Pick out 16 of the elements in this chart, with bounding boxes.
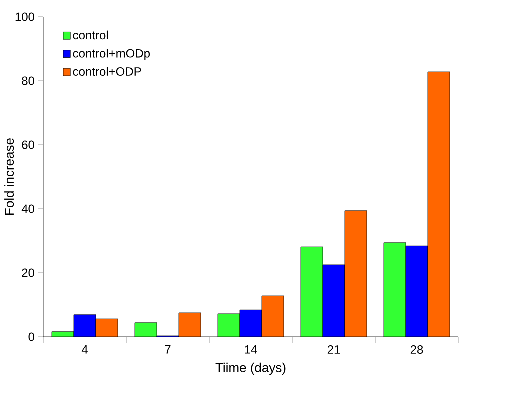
x-tick-label: 14 [245, 346, 258, 354]
y-tick-label: 80 [22, 76, 35, 86]
y-tick-label: 20 [22, 268, 35, 278]
y-tick-label: 60 [22, 140, 35, 150]
x-tick-label: 7 [165, 346, 171, 354]
x-tick-label: 21 [328, 346, 340, 354]
x-tick-label: 28 [410, 346, 424, 354]
x-tick-label: 4 [82, 346, 88, 354]
legend-label: control+mODp [73, 49, 150, 60]
y-tick-label: 40 [22, 204, 35, 214]
legend-label: control [73, 30, 108, 40]
y-tick-label: 0 [28, 332, 35, 342]
legend-label: control+ODP [73, 67, 142, 76]
x-axis-title: Tiime (days) [216, 362, 286, 376]
y-tick-label: 100 [16, 12, 34, 22]
y-axis-title: Fold increase [4, 138, 14, 215]
